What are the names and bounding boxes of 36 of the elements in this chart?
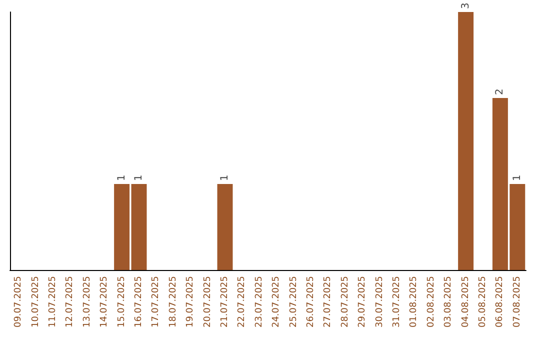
x-tick-label: 29.07.2025 <box>358 276 368 328</box>
x-tick-label: 26.07.2025 <box>306 276 316 328</box>
x-tick-label: 27.07.2025 <box>323 276 334 328</box>
x-tick-label: 22.07.2025 <box>237 276 248 328</box>
x-tick-label: 12.07.2025 <box>65 276 76 328</box>
x-tick-label: 25.07.2025 <box>288 276 299 328</box>
x-tick-label: 31.07.2025 <box>392 276 402 328</box>
x-tick-label: 18.07.2025 <box>168 276 178 328</box>
x-tick-label: 04.08.2025 <box>460 276 471 328</box>
x-tick-label: 13.07.2025 <box>82 276 92 328</box>
x-tick-label: 23.07.2025 <box>254 276 264 328</box>
x-tick-label: 21.07.2025 <box>220 276 230 328</box>
x-tick-label: 24.07.2025 <box>272 276 282 328</box>
x-tick-label: 14.07.2025 <box>100 276 110 328</box>
data-label: 3 <box>460 2 472 9</box>
x-tick-label: 05.08.2025 <box>478 276 488 328</box>
x-tick-label: 30.07.2025 <box>374 276 385 328</box>
x-tick-label: 01.08.2025 <box>409 276 420 328</box>
x-tick-label: 28.07.2025 <box>340 276 350 328</box>
x-tick-label: 17.07.2025 <box>151 276 162 328</box>
data-label: 2 <box>494 88 506 95</box>
x-tick-label: 10.07.2025 <box>30 276 41 328</box>
x-tick-label: 16.07.2025 <box>134 276 144 328</box>
x-tick-label: 02.08.2025 <box>426 276 436 328</box>
x-tick-label: 11.07.2025 <box>48 276 58 328</box>
x-tick-label: 20.07.2025 <box>202 276 213 328</box>
x-tick-label: 09.07.2025 <box>14 276 24 328</box>
data-label: 1 <box>116 174 128 181</box>
x-tick-label: 07.08.2025 <box>512 276 522 328</box>
data-label: 1 <box>134 174 144 181</box>
x-tick-label: 19.07.2025 <box>186 276 196 328</box>
x-tick-label: 06.08.2025 <box>495 276 506 328</box>
x-tick-label: 03.08.2025 <box>444 276 454 328</box>
data-label: 1 <box>512 174 523 181</box>
x-tick-label: 15.07.2025 <box>116 276 127 328</box>
data-label: 1 <box>220 174 230 181</box>
